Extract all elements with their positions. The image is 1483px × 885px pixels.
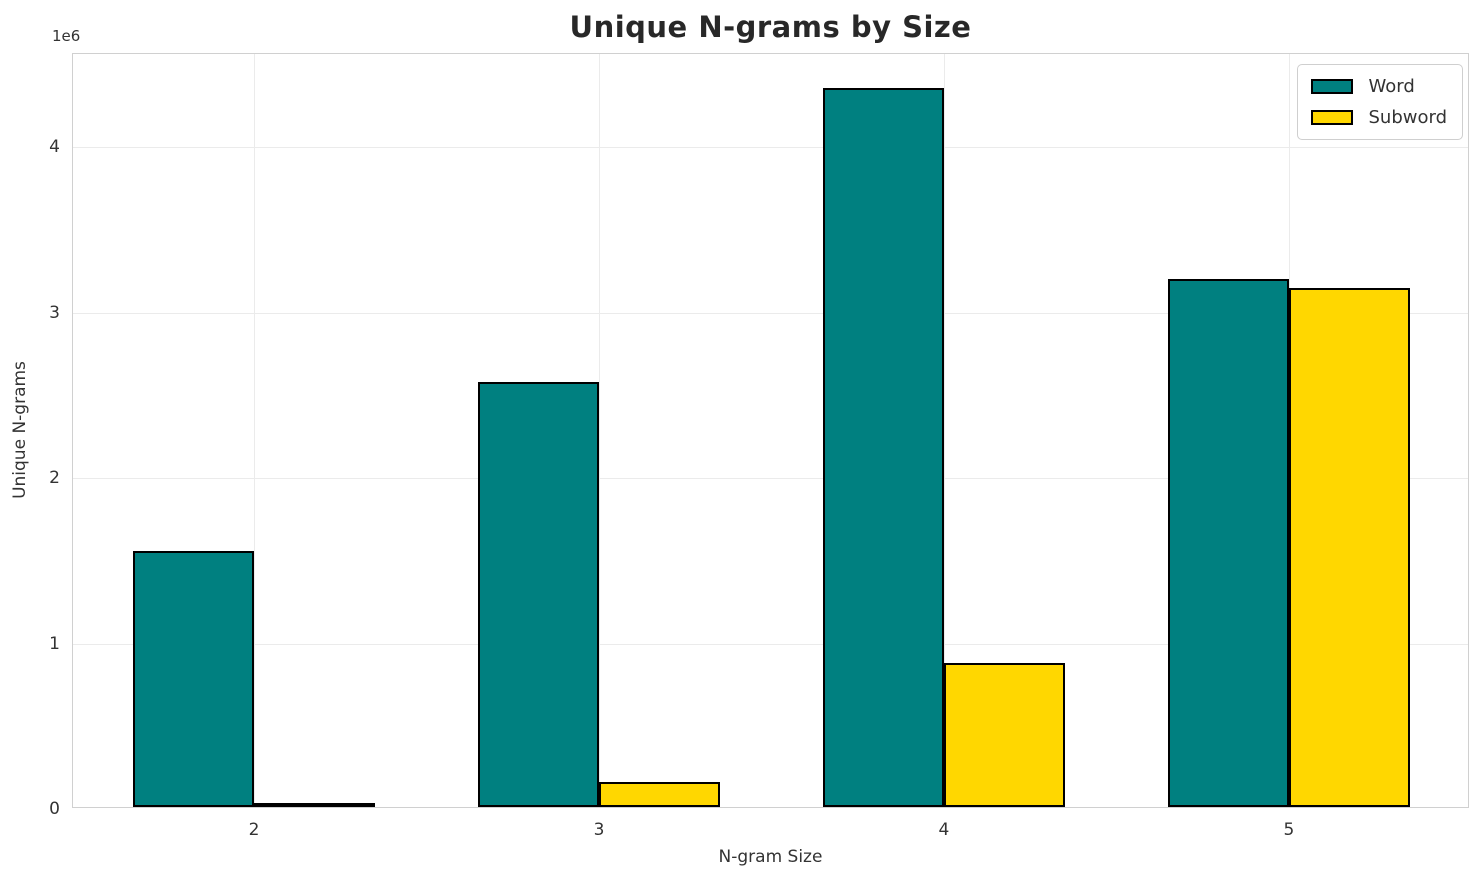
x-tick-label: 4 [938,820,950,840]
x-tick-label: 3 [593,820,605,840]
vertical-gridline [943,54,945,807]
y-tick-label: 2 [49,468,60,489]
bar-subword-ngram-2 [254,802,375,807]
legend: Word Subword [1297,64,1463,140]
legend-item-subword: Subword [1311,107,1447,128]
legend-item-word: Word [1311,76,1447,97]
vertical-gridline [599,54,601,807]
plot-area: 0 1 2 3 4 2 3 4 5 Word Subword [49,53,1469,840]
y-axis-label: Unique N-grams [10,361,30,499]
bar-word-ngram-5 [1168,279,1289,807]
chart-title: Unique N-grams by Size [569,10,972,44]
legend-label: Subword [1368,107,1447,128]
bar-word-ngram-3 [478,381,600,807]
x-tick-label: 5 [1283,820,1295,840]
x-axis-label: N-gram Size [718,847,823,867]
legend-label: Word [1368,76,1415,97]
horizontal-gridline [73,478,1468,480]
bar-word-ngram-4 [823,87,944,807]
x-tick-label: 2 [248,820,260,840]
bar-subword-ngram-3 [599,782,720,807]
bar-subword-ngram-4 [943,663,1065,807]
legend-swatch-word [1311,79,1354,94]
y-axis-offset-label: 1e6 [52,27,81,45]
horizontal-gridline [73,312,1468,314]
vertical-gridline [254,54,256,807]
y-tick-label: 4 [49,137,60,158]
horizontal-gridline [73,147,1468,149]
y-tick-label: 3 [49,302,60,323]
bar-word-ngram-2 [133,550,255,807]
horizontal-gridline [73,643,1468,645]
y-tick-label: 0 [49,799,60,819]
bar-subword-ngram-5 [1288,287,1410,807]
legend-swatch-subword [1311,110,1354,125]
y-tick-label: 1 [49,633,60,654]
